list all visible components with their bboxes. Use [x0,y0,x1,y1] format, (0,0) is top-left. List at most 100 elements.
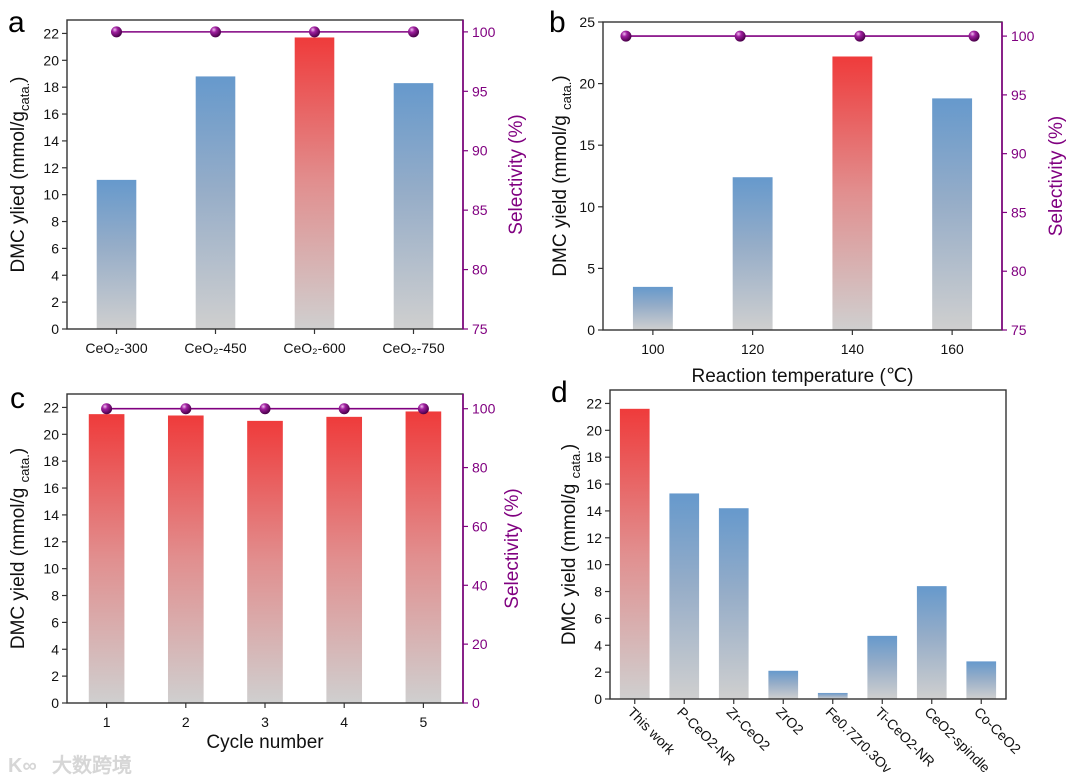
bar-5 [405,411,442,703]
y-axis-title-end: ) [8,448,29,454]
right-tick-label: 75 [472,321,488,337]
y-tick-label: 10 [579,199,595,215]
right-tick-label: 85 [472,202,488,218]
bar-4 [932,98,973,330]
selectivity-point-3 [259,403,271,415]
x-tick-label: This work [625,704,679,758]
y-tick-label: 22 [586,395,602,411]
panel-letter-d: d [551,376,568,409]
bar-2 [195,76,236,329]
bar-1 [88,414,125,703]
y-tick-label: 14 [586,503,602,519]
y-tick-label: 8 [51,588,59,604]
y-tick-label: 4 [594,637,602,653]
selectivity-point-4 [338,403,350,415]
x-tick-label: 100 [641,341,665,357]
x-tick-label: 160 [940,341,964,357]
selectivity-point-1 [111,26,122,38]
bar-2 [167,415,204,703]
right-tick-label: 60 [472,518,488,534]
bar-8 [966,661,997,699]
bar-2 [669,493,700,699]
selectivity-point-3 [309,26,320,38]
x-tick-label: CeO₂-750 [382,340,444,356]
y-axis-title-sub: cata. [17,454,32,482]
right-axis-title: Selectivity (%) [1046,116,1067,236]
y-tick-label: 0 [587,322,595,338]
panel-b: 0 5 10 15 20 25 100 120 140 160 Reaction temperatu… [550,14,1067,387]
selectivity-point-1 [620,30,632,42]
right-tick-label: 100 [472,401,496,417]
y-axis-title-end: ) [550,75,571,81]
right-axis-title: Selectivity (%) [502,488,523,608]
y-tick-label: 18 [43,453,59,469]
y-tick-label: 18 [43,79,59,95]
y-tick-label: 5 [587,260,595,276]
y-tick-label: 12 [43,160,59,176]
y-axis-title-main: DMC yield (mmol/g [550,110,571,277]
y-axis-title-main: DMC yield (mmol/g [559,478,580,645]
y-tick-label: 22 [43,399,59,415]
selectivity-point-4 [408,26,419,38]
y-tick-label: 20 [43,426,59,442]
right-tick-label: 20 [472,636,488,652]
y-tick-label: 16 [586,476,602,492]
x-tick-label: 4 [340,714,348,730]
y-tick-label: 12 [586,530,602,546]
y-tick-label: 20 [579,76,595,92]
bar-3 [718,508,749,699]
y-axis-title-main: DMC ylied (mmol/g [8,111,29,273]
panel-letter-b: b [549,6,566,39]
y-axis-title: DMC yield (mmol/g cata.) [8,448,32,649]
selectivity-point-5 [417,403,429,415]
y-axis-title: DMC ylied (mmol/gcata.) [8,76,32,272]
y-tick-label: 10 [586,557,602,573]
y-tick-label: 6 [594,610,602,626]
watermark-text: 大数跨境 [52,753,132,777]
x-tick-label: 5 [420,714,428,730]
right-tick-label: 100 [1011,28,1035,44]
x-tick-label: ZrO2 [773,704,807,738]
bar-3 [247,420,283,703]
y-tick-label: 22 [43,25,59,41]
y-tick-label: 0 [51,695,59,711]
right-tick-label: 80 [1011,263,1027,279]
selectivity-point-3 [854,30,866,42]
bar-4 [326,416,363,703]
y-tick-label: 4 [51,641,59,657]
right-tick-label: 0 [472,695,480,711]
y-tick-label: 6 [51,614,59,630]
x-tick-label: 2 [182,714,190,730]
bar-4 [768,670,799,699]
y-tick-label: 25 [579,14,595,30]
right-tick-label: 85 [1011,204,1027,220]
x-axis-title: Cycle number [206,732,324,753]
bar-1 [632,286,673,330]
bar-5 [817,692,848,699]
right-tick-label: 80 [472,460,488,476]
panel-a: 0 2 4 6 8 10 12 14 16 18 20 22 CeO₂-300 CeO₂-450 CeO₂-… [8,19,527,356]
selectivity-point-4 [968,30,980,42]
x-tick-label: CeO₂-600 [283,340,345,356]
selectivity-point-1 [101,403,113,415]
y-tick-label: 6 [51,240,59,256]
y-tick-label: 0 [51,321,59,337]
y-tick-label: 0 [594,691,602,707]
bar-6 [867,635,898,699]
y-axis-title-end: ) [8,76,29,82]
bar-3 [294,37,335,330]
y-axis-title: DMC yield (mmol/g cata.) [559,444,583,645]
x-tick-label: 3 [261,714,269,730]
right-tick-label: 40 [472,577,488,593]
y-tick-label: 14 [43,133,59,149]
bar-3 [832,56,873,330]
y-tick-label: 18 [586,449,602,465]
right-tick-label: 75 [1011,322,1027,338]
y-axis-title: DMC yield (mmol/g cata.) [550,75,574,276]
x-axis-title: Reaction temperature (℃) [692,366,914,387]
right-axis-title: Selectivity (%) [506,114,527,234]
y-tick-label: 10 [43,187,59,203]
bar-2 [732,177,773,330]
panel-letter-a: a [8,6,25,39]
